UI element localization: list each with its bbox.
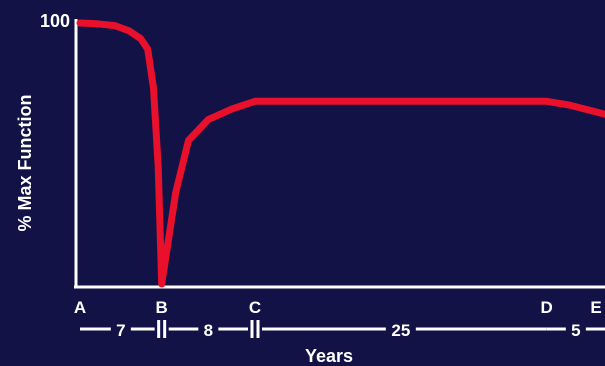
point-label-e: E — [590, 298, 601, 317]
interval-label-7: 7 — [116, 321, 125, 340]
y-axis-label: % Max Function — [15, 94, 35, 231]
point-labels: A B C D E — [74, 298, 602, 317]
point-label-c: C — [249, 298, 261, 317]
y-tick-label-100: 100 — [40, 11, 70, 31]
point-label-b: B — [156, 298, 168, 317]
timeline: 7 8 25 5 — [80, 320, 605, 340]
interval-label-25: 25 — [391, 321, 410, 340]
interval-label-8: 8 — [204, 321, 213, 340]
x-axis-label: Years — [305, 346, 353, 366]
interval-label-5: 5 — [571, 321, 580, 340]
series-line — [76, 19, 605, 288]
point-label-a: A — [74, 298, 86, 317]
point-label-d: D — [541, 298, 553, 317]
